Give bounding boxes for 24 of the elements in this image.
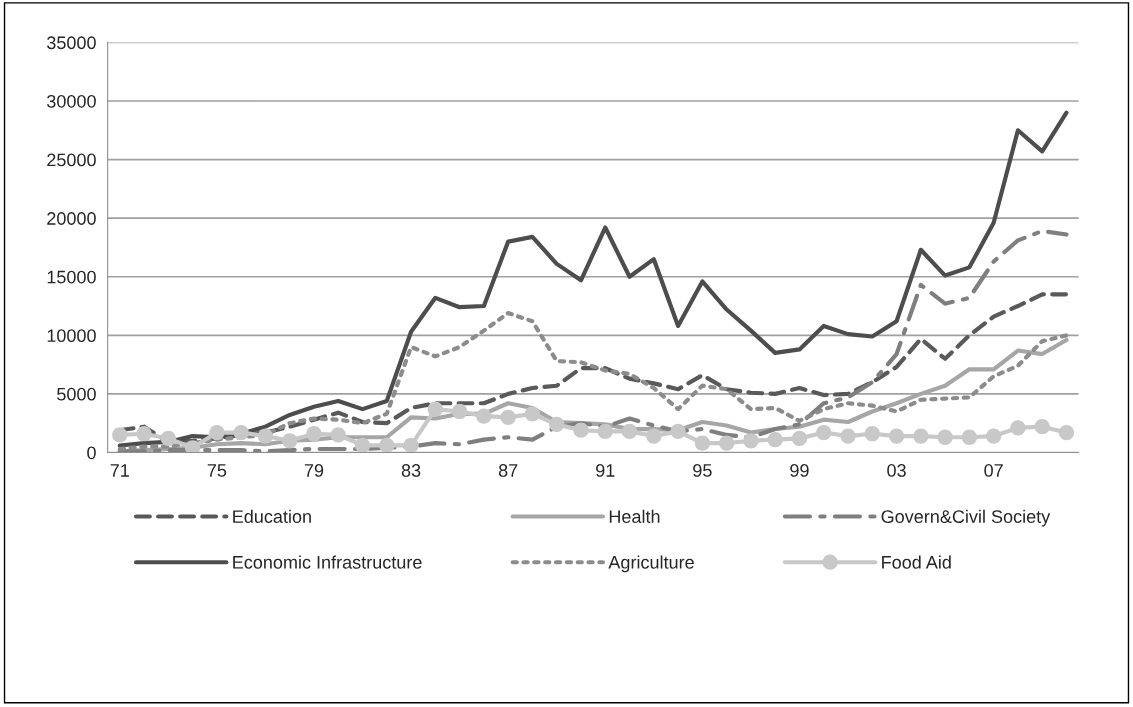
y-tick-label: 0 [87, 446, 96, 460]
legend-label: Economic Infrastructure [233, 555, 422, 569]
x-tick-label: 03 [887, 464, 906, 477]
y-tick-label: 15000 [47, 270, 96, 284]
x-tick-label: 99 [790, 464, 809, 477]
x-tick-label: 07 [984, 464, 1003, 477]
legend-label: Health [609, 509, 660, 523]
x-tick-label: 83 [401, 464, 421, 477]
x-tick-label: 87 [498, 464, 518, 477]
y-tick-label: 25000 [47, 153, 96, 167]
x-tick-label: 79 [304, 464, 324, 477]
y-tick-label: 5000 [57, 387, 96, 401]
x-tick-label: 91 [596, 464, 615, 477]
y-tick-label: 30000 [47, 94, 96, 108]
y-tick-label: 20000 [47, 212, 96, 225]
legend-label: Govern&Civil Society [881, 509, 1051, 527]
x-tick-label: 75 [207, 464, 227, 477]
legend-label: Food Aid [882, 555, 951, 569]
y-tick-label: 10000 [47, 329, 96, 343]
x-tick-label: 95 [693, 464, 712, 477]
legend-label: Education [233, 509, 311, 523]
legend-label: Agriculture [608, 555, 694, 573]
x-tick-label: 71 [110, 464, 129, 477]
y-tick-label: 35000 [47, 36, 96, 50]
